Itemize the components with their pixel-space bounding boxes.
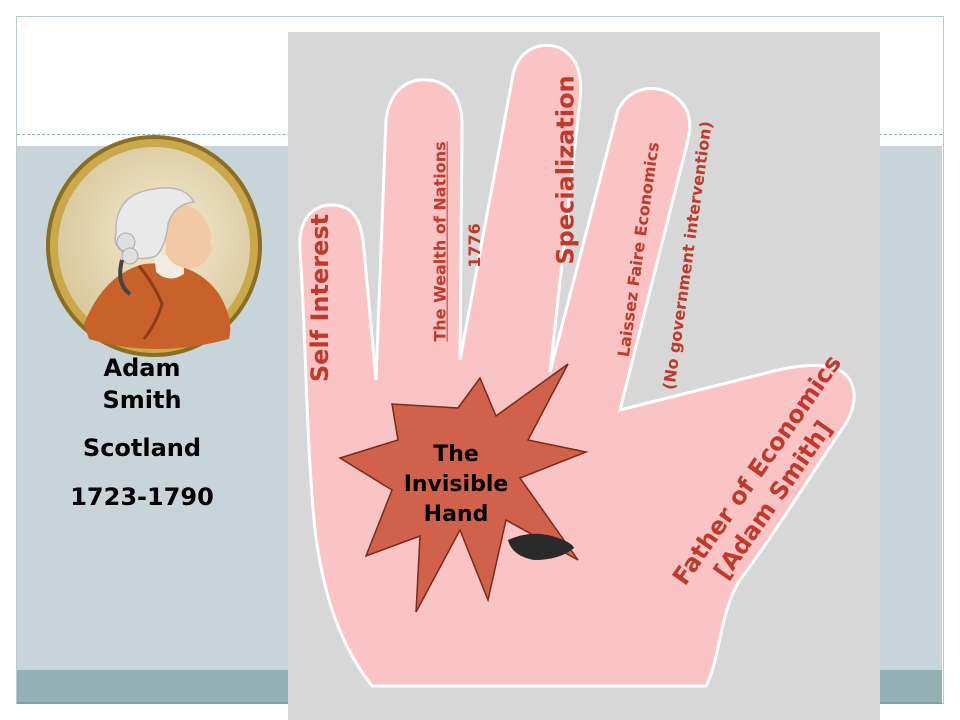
burst-line1: The bbox=[433, 442, 479, 467]
invisible-hand-label: The Invisible Hand bbox=[396, 440, 516, 530]
ring-year-label: 1776 bbox=[464, 223, 484, 268]
person-name-line2: Smith bbox=[102, 386, 182, 414]
pinky-label: Self Interest bbox=[306, 213, 335, 383]
burst-line2: Invisible bbox=[403, 472, 509, 497]
adam-smith-portrait bbox=[46, 135, 262, 357]
burst-line3: Hand bbox=[423, 502, 489, 527]
person-years: 1723-1790 bbox=[70, 483, 214, 511]
invisible-hand-burst bbox=[338, 363, 589, 613]
person-name-line1: Adam bbox=[103, 354, 181, 382]
palm-mark bbox=[508, 533, 574, 560]
person-country: Scotland bbox=[82, 434, 202, 462]
middle-label: Specialization bbox=[551, 75, 580, 265]
ring-title-label: The Wealth of Nations bbox=[430, 141, 450, 342]
